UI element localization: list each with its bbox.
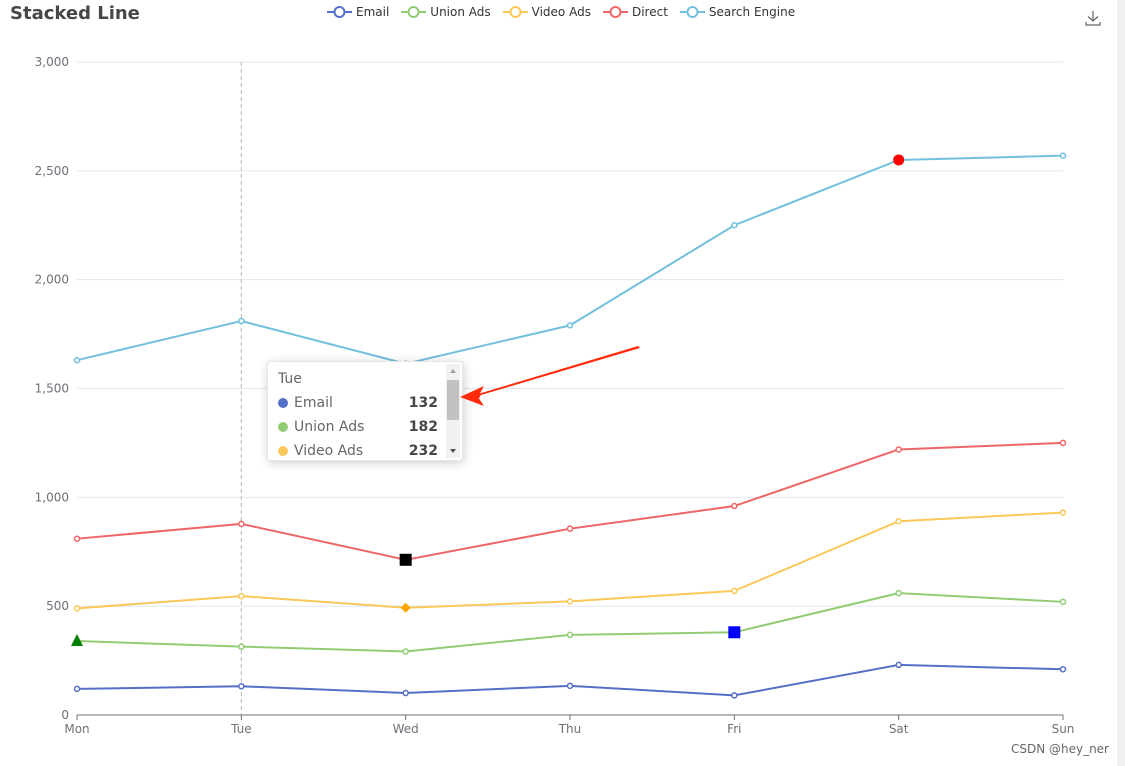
data-point [566, 322, 574, 329]
data-point [238, 520, 245, 528]
highlight-point [399, 553, 412, 566]
y-tick-label: 2,000 [35, 273, 69, 287]
y-tick-label: 0 [61, 708, 69, 722]
y-tick-label: 1,000 [35, 490, 69, 504]
tooltip-series-name: Video Ads [294, 443, 364, 459]
scrollbar-thumb[interactable] [447, 380, 459, 420]
legend-label: Search Engine [708, 5, 796, 19]
legend-line-icon [502, 6, 528, 18]
data-point [731, 692, 738, 699]
data-point [238, 317, 245, 325]
y-tick-label: 500 [46, 599, 69, 613]
x-tick-label: Fri [727, 722, 741, 736]
data-point [402, 689, 409, 697]
series-line [76, 441, 1064, 561]
data-point [238, 643, 245, 650]
tooltip-row: Union Ads 182 [278, 415, 438, 439]
series-line [76, 663, 1064, 697]
scroll-down-icon[interactable] [450, 449, 456, 453]
page-scrollbar[interactable] [1117, 0, 1125, 766]
data-point [1059, 666, 1067, 673]
legend-line-icon [602, 6, 628, 18]
data-point [1059, 152, 1067, 159]
highlight-point [893, 154, 905, 166]
data-point [566, 525, 574, 532]
data-point [238, 592, 245, 600]
chart-legend: Email Union Ads Video Ads Direct Search Engi… [327, 5, 795, 19]
x-tick-label: Sat [889, 722, 909, 736]
download-icon [1085, 11, 1101, 26]
tooltip-row: Email 132 [278, 391, 438, 415]
series-line [76, 154, 1064, 365]
data-point [73, 535, 81, 542]
data-point [73, 605, 81, 612]
x-tick-label: Thu [558, 722, 582, 736]
legend-item[interactable]: Email [327, 5, 389, 19]
tooltip-title: Tue [278, 371, 302, 387]
legend-item[interactable]: Video Ads [502, 5, 591, 19]
chart-tooltip[interactable]: Tue Email 132 Union Ads 182 Video Ads 23… [267, 361, 463, 461]
data-point [1059, 598, 1067, 606]
series-dot [278, 446, 288, 456]
tooltip-row: Video Ads 232 [278, 439, 438, 460]
data-point [731, 222, 738, 229]
legend-label: Union Ads [430, 5, 491, 19]
data-point [1059, 439, 1067, 447]
data-point [73, 356, 81, 364]
data-point [73, 685, 81, 693]
legend-line-icon [679, 6, 705, 18]
data-point [1059, 509, 1067, 516]
data-point [731, 587, 738, 595]
legend-item[interactable]: Search Engine [679, 5, 796, 19]
tooltip-series-value: 182 [408, 419, 438, 435]
scroll-up-icon[interactable] [450, 369, 456, 373]
legend-item[interactable]: Direct [602, 5, 668, 19]
highlight-point [400, 602, 411, 613]
data-point [566, 682, 574, 690]
data-point [895, 661, 902, 669]
highlight-point [728, 626, 741, 639]
data-point [895, 446, 902, 453]
watermark: CSDN @hey_ner [1010, 742, 1109, 756]
legend-label: Direct [631, 5, 668, 19]
legend-label: Email [356, 5, 390, 19]
x-tick-label: Wed [393, 722, 419, 736]
highlight-point [71, 633, 83, 646]
tooltip-series-value: 232 [408, 443, 438, 459]
tooltip-scrollbar[interactable] [446, 364, 460, 458]
tooltip-series-name: Email [294, 395, 333, 411]
legend-label: Video Ads [531, 5, 591, 19]
data-point [566, 631, 574, 639]
x-tick-label: Sun [1052, 722, 1075, 736]
legend-line-icon [327, 6, 352, 18]
y-tick-label: 1,500 [35, 382, 69, 396]
data-point [895, 589, 902, 597]
y-tick-label: 3,000 [35, 55, 69, 69]
data-point [895, 518, 902, 525]
tooltip-series-value: 132 [408, 395, 438, 411]
series-dot [278, 398, 288, 408]
save-as-image-button[interactable] [1083, 8, 1103, 28]
series-dot [278, 422, 288, 432]
tooltip-series-name: Union Ads [294, 419, 365, 435]
legend-item[interactable]: Union Ads [401, 5, 491, 19]
data-point [238, 683, 245, 690]
x-tick-label: Tue [230, 722, 252, 736]
legend-line-icon [401, 6, 427, 18]
x-tick-label: Mon [64, 722, 89, 736]
data-point [731, 502, 738, 510]
data-point [402, 648, 409, 655]
y-tick-label: 2,500 [35, 164, 69, 178]
chart-title: Stacked Line [10, 3, 140, 24]
data-point [566, 598, 574, 605]
